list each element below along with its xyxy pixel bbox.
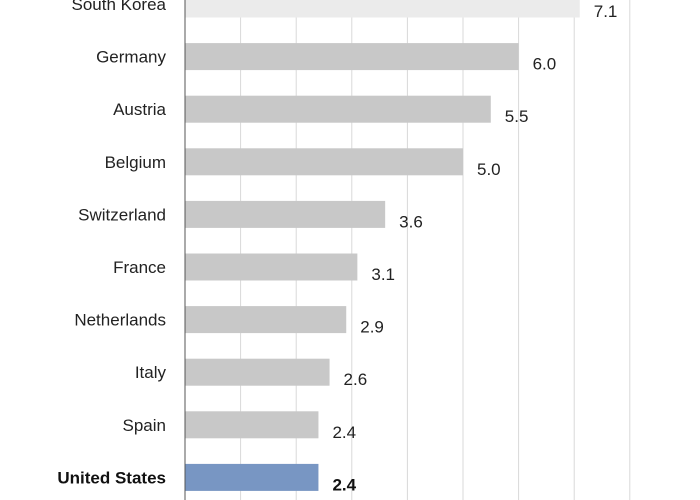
category-label-italy: Italy — [135, 363, 167, 382]
value-label-austria: 5.5 — [505, 107, 529, 126]
value-labels: 7.1 6.0 5.5 5.0 3.6 3.1 2.9 2.6 2.4 2.4 — [332, 2, 617, 494]
value-label-germany: 6.0 — [533, 55, 557, 74]
category-label-germany: Germany — [96, 48, 166, 67]
category-label-spain: Spain — [123, 416, 166, 435]
bar-italy — [185, 358, 330, 386]
bar-germany — [185, 43, 519, 71]
value-label-netherlands: 2.9 — [360, 318, 384, 337]
value-label-united-states: 2.4 — [332, 475, 356, 494]
bar-austria — [185, 95, 491, 123]
bar-france — [185, 253, 358, 281]
bar-united-states — [185, 463, 319, 491]
bar-south-korea — [185, 0, 580, 18]
value-label-south-korea: 7.1 — [594, 2, 618, 21]
bar-spain — [185, 411, 319, 439]
category-label-netherlands: Netherlands — [74, 311, 166, 330]
value-label-italy: 2.6 — [344, 370, 368, 389]
value-label-france: 3.1 — [371, 265, 395, 284]
category-label-belgium: Belgium — [105, 153, 166, 172]
bar-belgium — [185, 148, 463, 176]
bar-netherlands — [185, 306, 347, 334]
value-label-switzerland: 3.6 — [399, 212, 423, 231]
category-label-austria: Austria — [113, 100, 166, 119]
bars — [185, 0, 580, 491]
category-label-france: France — [113, 258, 166, 277]
category-label-south-korea: South Korea — [71, 0, 166, 14]
bar-switzerland — [185, 200, 386, 228]
category-label-switzerland: Switzerland — [78, 205, 166, 224]
gridlines — [240, 0, 631, 500]
category-label-united-states: United States — [57, 468, 166, 487]
category-labels: South Korea Germany Austria Belgium Switzerl… — [57, 0, 166, 487]
value-label-belgium: 5.0 — [477, 160, 501, 179]
value-label-spain: 2.4 — [332, 423, 356, 442]
